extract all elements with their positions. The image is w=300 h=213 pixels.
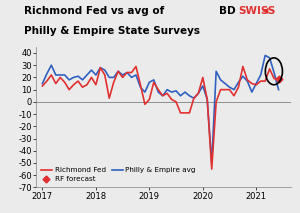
Text: Philly & Empire State Surveys: Philly & Empire State Surveys xyxy=(24,26,200,36)
Text: BD: BD xyxy=(219,6,236,16)
Text: SWISS: SWISS xyxy=(238,6,276,16)
Text: Richmond Fed vs avg of: Richmond Fed vs avg of xyxy=(24,6,164,16)
Text: ◀: ◀ xyxy=(262,6,268,15)
Legend: Richmond Fed, RF forecast, Philly & Empire avg: Richmond Fed, RF forecast, Philly & Empi… xyxy=(40,166,197,184)
